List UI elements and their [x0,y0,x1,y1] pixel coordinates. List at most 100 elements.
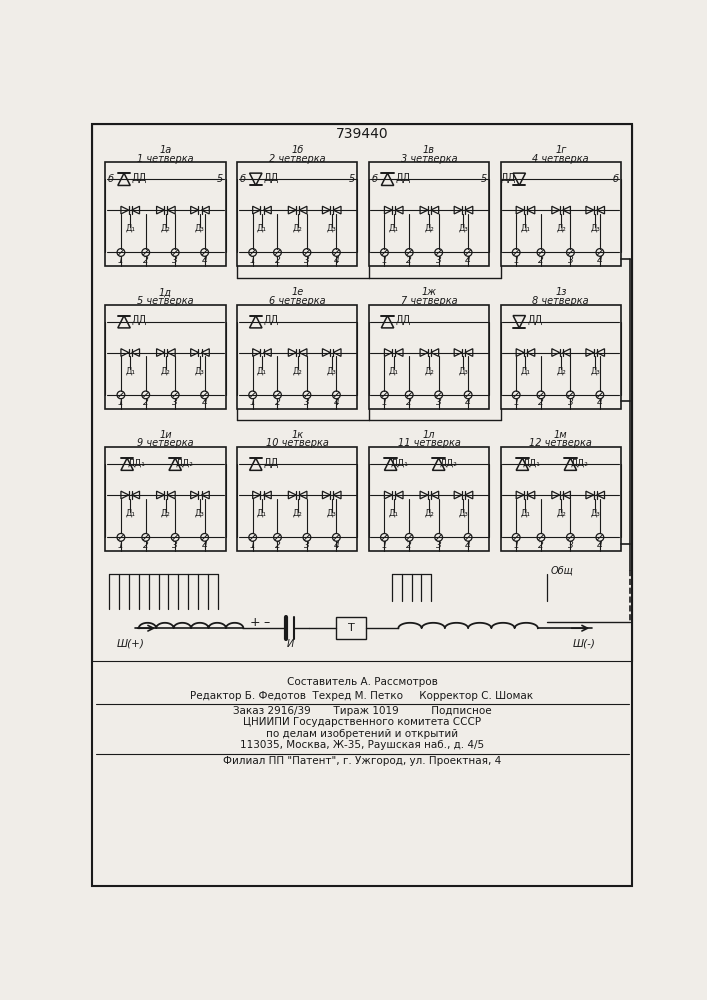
Text: ДД: ДД [264,458,279,468]
Text: ДД: ДД [132,173,147,183]
Text: ДД: ДД [132,315,147,325]
Text: Д₂: Д₂ [556,366,566,375]
Text: Общ: Общ [551,565,574,575]
Text: 2 четверка: 2 четверка [269,153,325,163]
Text: Д₃: Д₃ [327,224,337,233]
Text: 4: 4 [465,398,471,407]
Text: Д₂: Д₂ [424,366,434,375]
Text: 1в: 1в [423,145,435,155]
Text: Д₃: Д₃ [195,224,205,233]
Text: 1б: 1б [291,145,303,155]
Text: 2: 2 [407,256,412,265]
Text: 3: 3 [173,541,178,550]
Text: Д₁: Д₁ [389,509,399,518]
Text: 1: 1 [382,541,387,550]
Text: 1: 1 [382,398,387,407]
Text: Д₂: Д₂ [161,366,171,375]
Bar [105,447,226,551]
Text: Т: Т [348,623,354,633]
Text: ДД: ДД [264,315,279,325]
Text: 2: 2 [274,398,281,407]
Text: 1: 1 [118,398,124,407]
Text: 739440: 739440 [336,127,388,141]
Text: Д₂: Д₂ [424,224,434,233]
Text: 3: 3 [568,398,573,407]
Text: 2: 2 [538,256,544,265]
Text: б: б [371,174,378,184]
Text: Д₃: Д₃ [195,509,205,518]
Bar [237,305,357,409]
Text: 1к: 1к [291,430,303,440]
Text: Составитель А. Рассмотров: Составитель А. Рассмотров [286,677,438,687]
Text: 3: 3 [173,256,178,265]
Text: Ш(+): Ш(+) [117,639,145,649]
Text: 1: 1 [118,541,124,550]
Bar [105,305,226,409]
Text: б: б [240,174,245,184]
Text: 3: 3 [436,256,442,265]
Text: 113035, Москва, Ж-35, Раушская наб., д. 4/5: 113035, Москва, Ж-35, Раушская наб., д. … [240,740,484,750]
Text: 1з: 1з [555,287,566,297]
Text: 4: 4 [201,256,207,265]
Text: 2: 2 [143,541,148,550]
Text: 1: 1 [513,541,519,550]
Text: –: – [264,616,270,629]
Text: 3: 3 [304,256,310,265]
Text: 3 четверка: 3 четверка [401,153,457,163]
Text: Д₂: Д₂ [424,509,434,518]
Text: 2: 2 [538,541,544,550]
Text: И: И [286,639,293,649]
Text: 1: 1 [513,398,519,407]
Text: 8 четверка: 8 четверка [532,296,589,306]
Text: 3: 3 [173,398,178,407]
Text: Д₁: Д₁ [520,224,530,233]
Text: 3: 3 [304,398,310,407]
Text: 2: 2 [143,256,148,265]
Text: 1: 1 [250,256,255,265]
Bar [369,447,489,551]
Text: ДД: ДД [500,173,515,183]
Text: б: б [108,174,114,184]
Text: 4: 4 [334,541,339,550]
Text: Д₁: Д₁ [257,224,267,233]
Text: 3: 3 [568,256,573,265]
Text: Д₃: Д₃ [590,224,600,233]
Text: Д₂: Д₂ [556,509,566,518]
Text: 1ж: 1ж [421,287,436,297]
Text: Д₁: Д₁ [125,366,135,375]
Bar [92,124,633,661]
Text: 6 четверка: 6 четверка [269,296,325,306]
Text: Д₁: Д₁ [257,509,267,518]
Text: 1: 1 [382,256,387,265]
Text: 1 четверка: 1 четверка [137,153,194,163]
Text: Д₂: Д₂ [293,224,303,233]
Bar [369,305,489,409]
Text: 5 четверка: 5 четверка [137,296,194,306]
Text: Д₁: Д₁ [520,366,530,375]
Text: Д₃: Д₃ [590,366,600,375]
Text: Д₃: Д₃ [327,509,337,518]
Text: 5: 5 [349,174,355,184]
Bar [337,617,366,639]
Text: 11 четверка: 11 четверка [397,438,460,448]
Text: 7 четверка: 7 четверка [401,296,457,306]
Text: 1: 1 [250,541,255,550]
Text: Д₁: Д₁ [389,366,399,375]
Text: 2: 2 [538,398,544,407]
Text: Д₂: Д₂ [293,509,303,518]
Bar [105,162,226,266]
Text: Д₂: Д₂ [293,366,303,375]
Text: 3: 3 [568,541,573,550]
Text: ДД: ДД [527,315,542,325]
Text: ДД: ДД [395,315,411,325]
Text: 4: 4 [597,541,603,550]
Text: Д₃: Д₃ [590,509,600,518]
Bar [369,162,489,266]
Text: 4: 4 [201,541,207,550]
Text: 2: 2 [274,256,281,265]
Text: Редактор Б. Федотов  Техред М. Петко     Корректор С. Шомак: Редактор Б. Федотов Техред М. Петко Корр… [190,691,534,701]
Text: 1м: 1м [554,430,568,440]
Text: 2: 2 [274,541,281,550]
Text: ДД: ДД [264,173,279,183]
Text: 1д: 1д [159,287,172,297]
